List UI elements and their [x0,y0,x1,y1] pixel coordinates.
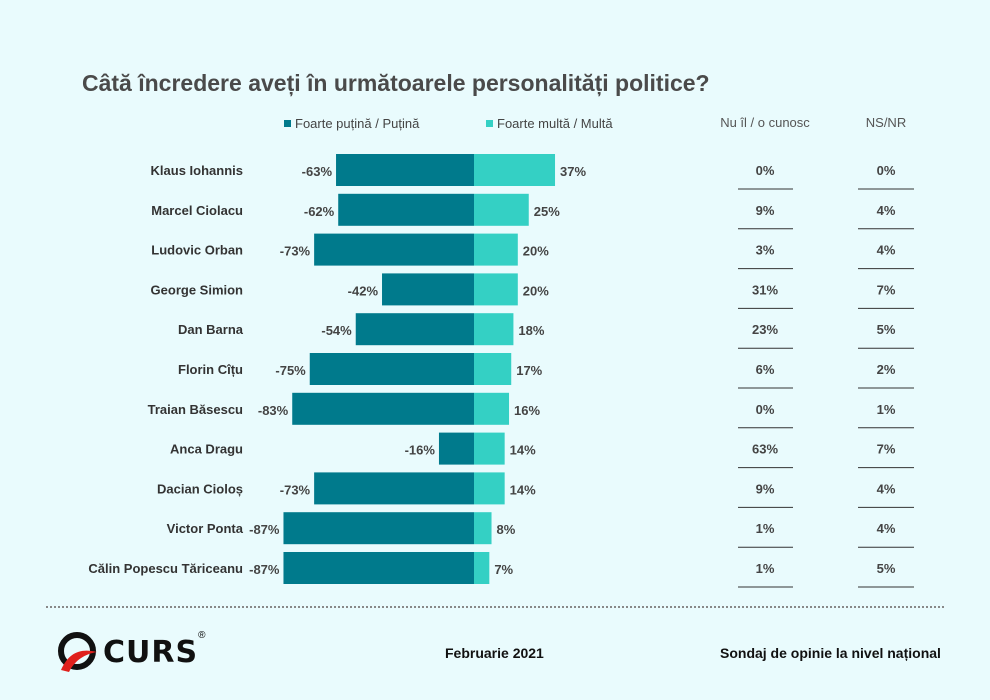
table-cell-nsnr: 4% [877,203,896,218]
bar-pos [474,552,490,584]
data-label-neg: -83% [258,403,289,418]
legend-label: Foarte multă / Multă [497,116,613,131]
table-cell-unknown: 1% [756,521,775,536]
bar-pos [474,233,518,266]
data-label-neg: -42% [348,283,379,298]
category-label: Anca Dragu [170,442,243,457]
table-cell-nsnr: 4% [877,521,896,536]
footer-date: Februarie 2021 [445,645,544,661]
table-cell-nsnr: 1% [877,402,896,417]
bar-pos [474,193,529,226]
bar-pos [474,392,510,425]
data-label-pos: 7% [494,562,513,577]
data-label-neg: -87% [249,522,280,537]
logo-text: CURS [103,634,199,670]
data-label-neg: -87% [249,562,280,577]
category-label: Klaus Iohannis [151,163,243,178]
bar-neg [382,273,474,306]
table-cell-nsnr: 7% [877,442,896,457]
bar-pos [474,432,505,465]
bar-neg [314,233,474,266]
table-cell-unknown: 31% [752,282,778,297]
bar-neg [336,154,474,186]
data-label-neg: -73% [280,482,311,497]
curs-logo: CURS ® [55,630,205,674]
data-label-pos: 20% [523,244,549,259]
category-label: Dacian Cioloș [157,481,243,496]
bar-neg [355,313,474,346]
category-label: Marcel Ciolacu [151,203,243,218]
data-label-pos: 25% [534,204,560,219]
category-label: Victor Ponta [167,521,244,536]
table-cell-nsnr: 5% [877,561,896,576]
legend-label: Foarte puțină / Puțină [295,116,420,131]
table-cell-unknown: 6% [756,362,775,377]
table-cell-nsnr: 4% [877,481,896,496]
category-label: Dan Barna [178,322,244,337]
bar-neg [283,512,474,545]
data-label-pos: 14% [510,443,536,458]
category-label: Florin Cîțu [178,362,243,377]
legend-neg: Foarte puțină / Puțină [284,116,419,131]
table-cell-unknown: 0% [756,402,775,417]
data-label-neg: -62% [304,204,335,219]
bar-pos [474,273,518,306]
category-label: Traian Băsescu [148,402,243,417]
data-label-neg: -63% [302,164,333,179]
bar-pos [474,353,512,385]
category-label: Călin Popescu Tăriceanu [88,561,243,576]
bar-neg [338,193,474,226]
bar-pos [474,313,514,346]
separator [46,606,944,608]
legend-pos: Foarte multă / Multă [486,116,613,131]
data-label-pos: 16% [514,403,540,418]
bar-neg [309,353,474,385]
bar-pos [474,154,556,186]
legend-swatch-neg [284,120,291,127]
data-label-neg: -75% [275,363,306,378]
data-label-pos: 17% [516,363,542,378]
category-label: Ludovic Orban [151,243,243,258]
bar-neg [314,472,474,505]
data-label-pos: 20% [523,283,549,298]
bar-neg [283,552,474,584]
table-cell-nsnr: 7% [877,282,896,297]
chart-title: Câtă încredere aveți în următoarele pers… [82,70,710,96]
data-label-pos: 8% [497,522,516,537]
column-header-unknown: Nu îl / o cunosc [720,115,810,130]
column-header-nsnr: NS/NR [865,115,907,130]
data-label-pos: 37% [560,164,586,179]
table-cell-nsnr: 2% [877,362,896,377]
bar-pos [474,472,505,505]
table-cell-nsnr: 0% [877,163,896,178]
curs-logo-icon [58,632,97,672]
table-cell-unknown: 3% [756,243,775,258]
table-cell-nsnr: 5% [877,322,896,337]
bar-neg [438,432,474,465]
data-label-neg: -16% [405,443,436,458]
table-cell-unknown: 23% [752,322,778,337]
data-label-neg: -54% [321,323,352,338]
legend-swatch-pos [486,120,493,127]
table-cell-unknown: 9% [756,481,775,496]
table-cell-unknown: 1% [756,561,775,576]
category-label: George Simion [151,282,244,297]
table-cell-unknown: 0% [756,163,775,178]
footer-note: Sondaj de opinie la nivel național [720,645,941,661]
table-cell-nsnr: 4% [877,243,896,258]
data-label-pos: 18% [518,323,544,338]
data-label-pos: 14% [510,482,536,497]
table-cell-unknown: 9% [756,203,775,218]
bar-pos [474,512,492,545]
bar-neg [292,392,474,425]
table-cell-unknown: 63% [752,442,778,457]
data-label-neg: -73% [280,244,311,259]
